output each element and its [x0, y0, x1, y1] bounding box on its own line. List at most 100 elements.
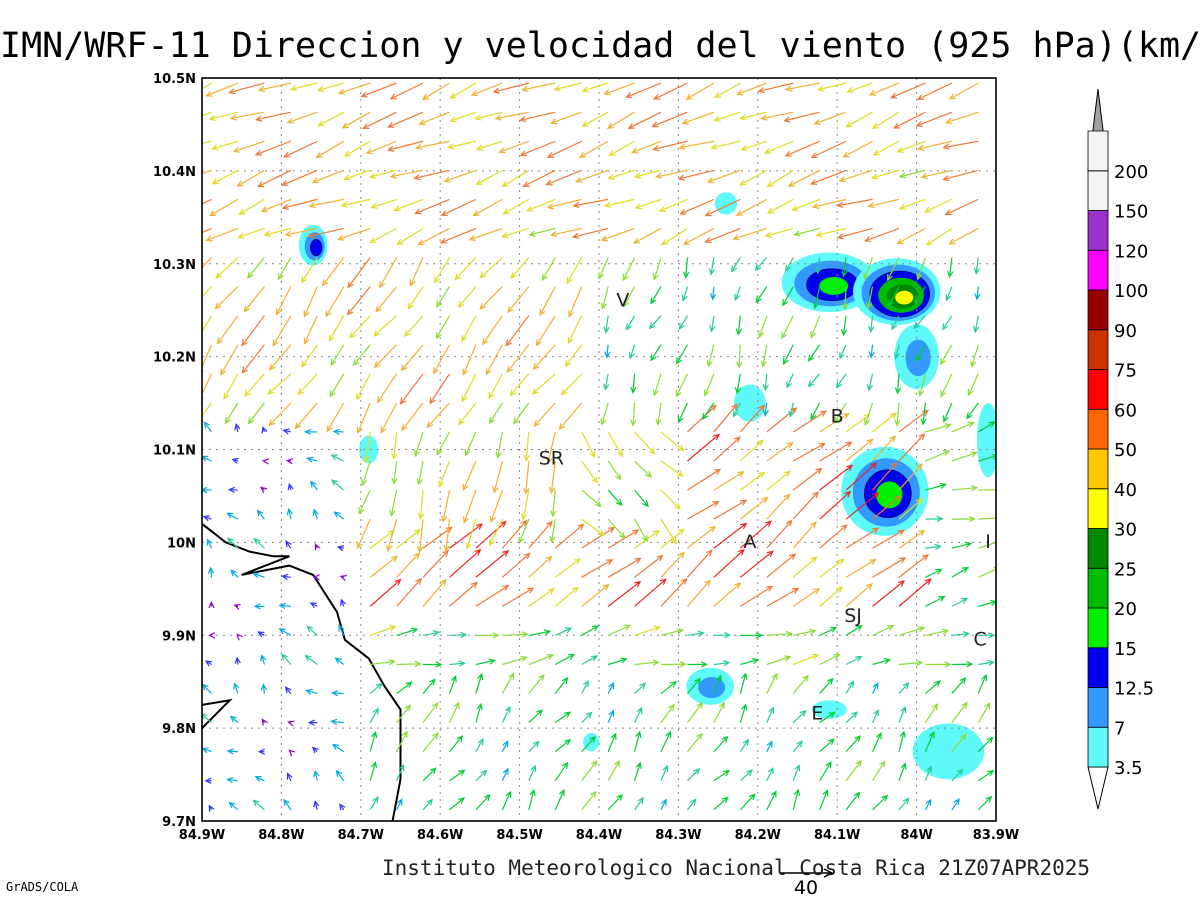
wind-vector-head	[254, 776, 262, 782]
wind-vector	[229, 802, 239, 811]
wind-vector	[438, 460, 451, 487]
wind-vector-head	[301, 276, 308, 284]
wind-vector-head	[509, 389, 517, 397]
wind-vector-head	[457, 300, 465, 308]
wind-vector	[626, 82, 662, 98]
wind-vector-head	[330, 358, 337, 367]
wind-vector-head	[710, 293, 717, 301]
wind-vector	[581, 527, 615, 549]
wind-vector	[766, 632, 792, 637]
wind-vector	[369, 762, 377, 781]
wind-vector-head	[681, 118, 689, 125]
wind-vector-head	[310, 480, 317, 488]
wind-vector-head	[185, 144, 191, 149]
wind-vector	[846, 111, 873, 128]
wind-vector	[493, 460, 503, 493]
wind-vector-head	[413, 449, 420, 458]
lat-tick-label: 9.8N	[162, 722, 196, 737]
colorbar-label: 90	[1114, 321, 1137, 342]
wind-vector	[338, 625, 345, 636]
wind-vector	[407, 286, 424, 309]
wind-vector	[601, 402, 609, 425]
wind-vector	[303, 315, 318, 344]
wind-vector	[710, 257, 715, 275]
wind-vector-head	[739, 179, 747, 186]
wind-vector	[607, 794, 623, 811]
wind-vector-head	[202, 515, 210, 522]
wind-vector	[687, 501, 719, 520]
wind-vector	[819, 627, 837, 636]
wind-vector	[202, 227, 212, 234]
wind-vector-head	[669, 680, 677, 688]
wind-vector-head	[202, 713, 208, 720]
wind-vector-head	[678, 551, 685, 559]
wind-vector	[369, 732, 377, 752]
wind-vector	[653, 373, 662, 396]
wind-vector-head	[868, 89, 877, 96]
wind-vector	[528, 588, 555, 607]
wind-vector-head	[253, 603, 261, 610]
wind-vector-head	[340, 598, 347, 606]
wind-vector-head	[764, 231, 772, 238]
wind-vector	[781, 315, 794, 339]
lon-tick-label: 84.5W	[496, 828, 542, 843]
wind-vector-head	[701, 412, 709, 421]
wind-vector-head	[277, 273, 284, 281]
wind-vector	[552, 490, 556, 517]
wind-vector	[766, 442, 793, 462]
wind-vector	[581, 518, 604, 536]
wind-vector	[819, 413, 849, 433]
wind-vector	[501, 741, 509, 752]
wind-vector-head	[715, 674, 722, 682]
wind-vector-head	[226, 776, 234, 784]
wind-vector-head	[677, 444, 685, 452]
wind-vector	[819, 762, 832, 782]
wind-vector	[622, 257, 636, 281]
wind-vector	[634, 682, 646, 695]
wind-vector	[758, 315, 768, 338]
wind-vector-head	[281, 203, 289, 210]
wind-vector-head	[371, 730, 378, 739]
wind-vector	[528, 521, 553, 549]
wind-vector-head	[454, 273, 462, 281]
wind-vector	[761, 111, 794, 120]
wind-vector	[285, 540, 292, 549]
wind-vector-head	[545, 555, 553, 563]
wind-vector-head	[380, 426, 387, 434]
wind-vector-head	[449, 92, 457, 99]
wind-vector-head	[404, 704, 412, 712]
wind-vector-head	[770, 790, 777, 798]
wind-vector	[227, 778, 239, 782]
wind-vector-head	[810, 152, 818, 159]
wind-vector-head	[635, 761, 642, 769]
wind-vector-head	[573, 558, 581, 565]
wind-vector-head	[372, 796, 379, 804]
wind-vector-head	[916, 273, 923, 281]
wind-vector-head	[284, 230, 292, 237]
wind-vector	[341, 198, 371, 207]
wind-vector	[867, 286, 874, 309]
wind-vector	[223, 373, 239, 400]
wind-vector-head	[335, 769, 343, 777]
wind-vector	[332, 743, 345, 753]
wind-vector	[978, 600, 996, 607]
wind-vector-head	[287, 482, 294, 491]
wind-vector	[977, 702, 991, 723]
wind-vector-head	[220, 368, 227, 376]
wind-vector	[581, 680, 589, 694]
wind-vector	[713, 499, 747, 520]
wind-vector-head	[894, 387, 902, 395]
wind-vector-head	[708, 268, 716, 276]
wind-vector	[702, 402, 715, 420]
wind-vector-head	[553, 85, 561, 92]
wind-vector-head	[313, 769, 320, 778]
wind-vector-head	[734, 582, 742, 590]
wind-vector	[202, 169, 212, 175]
city-label: SJ	[844, 605, 862, 627]
wind-vector-head	[934, 543, 942, 551]
wind-vector-head	[760, 114, 768, 121]
wind-vector	[282, 198, 318, 209]
wind-vector-head	[282, 428, 290, 435]
wind-vector	[873, 140, 900, 156]
wind-vector	[949, 257, 953, 277]
